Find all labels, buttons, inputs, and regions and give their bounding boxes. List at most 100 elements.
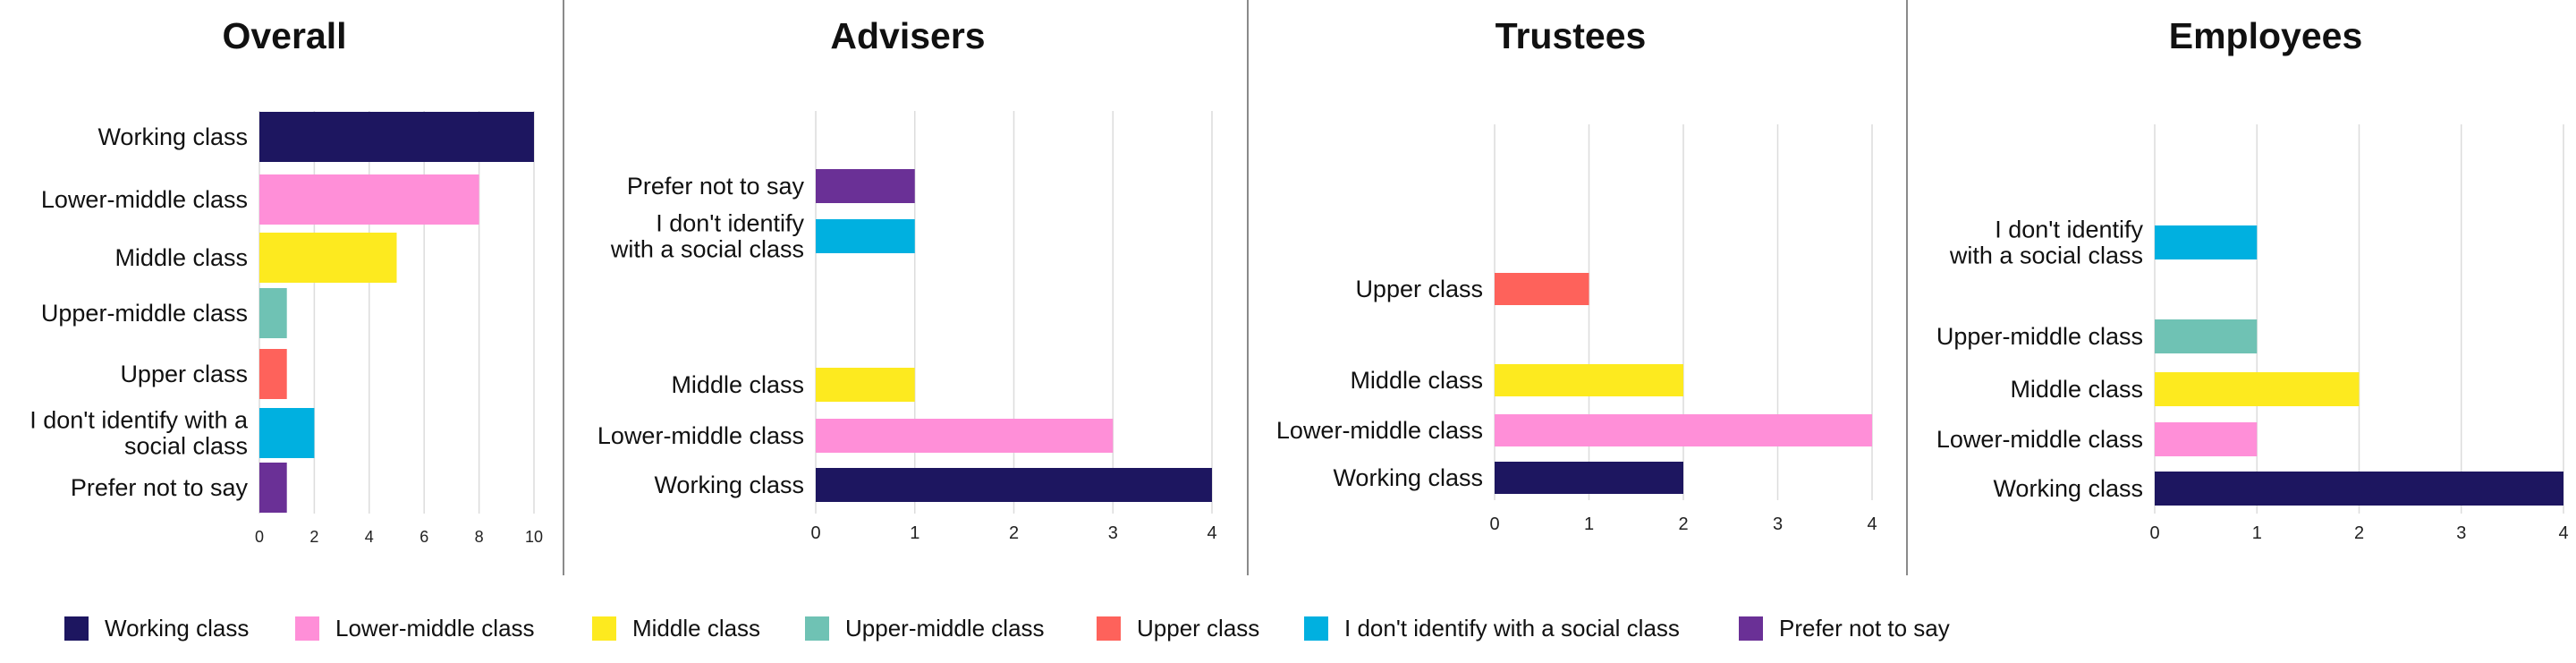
chart-title: Trustees (1496, 15, 1647, 56)
y-category-label: I don't identify with a social class (610, 210, 805, 263)
y-category-label-line: Working class (1333, 464, 1483, 491)
y-category-label-line: Working class (654, 472, 804, 498)
x-tick-label: 4 (365, 528, 374, 546)
y-category-label-line: Upper class (120, 361, 248, 387)
y-category-label-line: I don't identify (1995, 217, 2143, 243)
bar (259, 463, 287, 513)
bar (259, 408, 315, 458)
chart-title: Employees (2169, 15, 2363, 56)
y-category-label-line: Middle class (2010, 376, 2143, 403)
y-category-label-line: Working class (97, 123, 248, 150)
x-tick-label: 4 (1867, 514, 1877, 534)
y-category-label-line: with a social class (1949, 242, 2143, 269)
y-category-label: Working class (1993, 475, 2143, 502)
bar (2155, 422, 2258, 456)
legend-item: Prefer not to say (1739, 601, 1950, 655)
y-category-label-line: social class (124, 433, 248, 460)
bar (2155, 225, 2258, 259)
y-category-label: Lower-middle class (1936, 426, 2143, 453)
x-tick-label: 0 (1489, 514, 1499, 534)
bar (816, 419, 1114, 453)
x-tick-label: 3 (1108, 523, 1118, 543)
legend-label: Lower-middle class (335, 614, 535, 642)
legend-swatch (295, 616, 319, 641)
legend-item: Working class (64, 601, 249, 655)
y-category-label-line: Prefer not to say (627, 173, 805, 200)
legend-label: I don't identify with a social class (1344, 614, 1680, 642)
x-tick-label: 6 (419, 528, 428, 546)
bar (816, 219, 915, 253)
x-tick-label: 4 (2558, 523, 2568, 543)
bar (1495, 364, 1683, 396)
legend-label: Working class (105, 614, 250, 642)
x-tick-label: 1 (910, 523, 919, 543)
x-tick-label: 2 (1009, 523, 1019, 543)
bar (259, 112, 534, 162)
bar (2155, 319, 2258, 353)
legend-swatch (64, 616, 89, 641)
legend-swatch (592, 616, 616, 641)
bar (2155, 372, 2360, 406)
x-tick-label: 2 (2354, 523, 2364, 543)
legend-label: Middle class (632, 614, 761, 642)
legend-item: Upper class (1097, 601, 1259, 655)
bar (816, 368, 915, 402)
chart-title: Advisers (830, 15, 985, 56)
legend-label: Upper class (1137, 614, 1260, 642)
x-tick-label: 8 (475, 528, 484, 546)
y-category-label-line: Lower-middle class (1276, 417, 1483, 444)
y-category-label: Working class (1333, 464, 1483, 491)
y-category-label-line: Lower-middle class (41, 186, 248, 213)
bar (816, 169, 915, 203)
bar (259, 349, 287, 399)
y-category-label: Upper-middle class (1936, 323, 2143, 350)
bar (259, 288, 287, 338)
x-tick-label: 1 (1584, 514, 1594, 534)
bar (1495, 414, 1872, 446)
legend-item: Lower-middle class (295, 601, 535, 655)
x-tick-label: 0 (810, 523, 820, 543)
x-tick-label: 1 (2252, 523, 2262, 543)
y-category-label: Middle class (2010, 376, 2143, 403)
legend-item: Upper-middle class (805, 601, 1045, 655)
y-category-label: Prefer not to say (71, 474, 249, 501)
y-category-label-line: Upper class (1355, 276, 1483, 302)
y-category-label: Middle class (1350, 367, 1483, 394)
legend-swatch (1304, 616, 1328, 641)
y-category-label: I don't identify with a social class (1949, 217, 2144, 269)
x-tick-label: 10 (525, 528, 543, 546)
y-category-label: Upper class (1355, 276, 1483, 302)
y-category-label-line: Middle class (1350, 367, 1483, 394)
y-category-label: I don't identify with a social class (30, 407, 249, 460)
y-category-label-line: with a social class (610, 236, 804, 263)
y-category-label: Upper class (120, 361, 248, 387)
y-category-label: Working class (654, 472, 804, 498)
bar (816, 468, 1212, 502)
y-category-label: Lower-middle class (1276, 417, 1483, 444)
x-tick-label: 4 (1207, 523, 1216, 543)
y-category-label: Lower-middle class (597, 422, 804, 449)
legend: Working class Lower-middle class Middle … (0, 601, 2576, 655)
x-tick-label: 3 (1773, 514, 1783, 534)
y-category-label-line: Upper-middle class (41, 300, 248, 327)
y-category-label: Working class (97, 123, 248, 150)
y-category-label-line: Working class (1993, 475, 2143, 502)
y-category-label-line: I don't identify (656, 210, 804, 237)
legend-item: Middle class (592, 601, 760, 655)
x-tick-label: 0 (255, 528, 264, 546)
legend-label: Prefer not to say (1779, 614, 1950, 642)
y-category-label-line: Middle class (671, 371, 804, 398)
x-tick-label: 3 (2456, 523, 2466, 543)
legend-swatch (1739, 616, 1763, 641)
y-category-label: Lower-middle class (41, 186, 248, 213)
legend-item: I don't identify with a social class (1304, 601, 1680, 655)
x-tick-label: 2 (309, 528, 318, 546)
chart-title: Overall (222, 15, 346, 56)
y-category-label-line: Prefer not to say (71, 474, 249, 501)
y-category-label-line: Middle class (114, 244, 248, 271)
bar (1495, 273, 1589, 305)
y-category-label-line: Lower-middle class (597, 422, 804, 449)
y-category-label: Upper-middle class (41, 300, 248, 327)
bar (259, 233, 397, 283)
